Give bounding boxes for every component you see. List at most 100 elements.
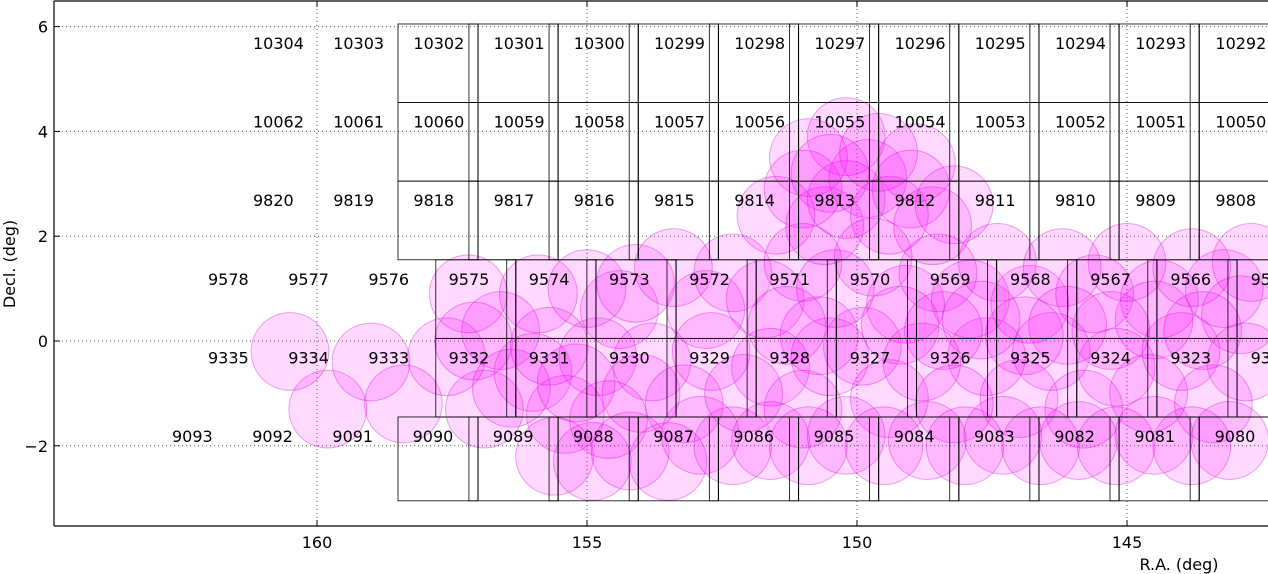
field-label: 9574 [529, 270, 570, 289]
pointing-circle [1174, 364, 1253, 444]
field-label: 9329 [689, 348, 730, 367]
pointing-circle [731, 401, 810, 480]
field-overlap-strip [1109, 23, 1120, 103]
pointing-circle [1114, 280, 1194, 360]
pointing-circle [785, 186, 864, 266]
field-overlap-strip [468, 102, 479, 182]
pointing-circle [558, 317, 638, 397]
pointing-circle [904, 291, 983, 370]
pointing-circle [526, 374, 605, 454]
pointing-circle [806, 160, 886, 239]
field-label: 9809 [1135, 191, 1176, 210]
pointing-circle [887, 401, 967, 480]
pointing-circle [499, 254, 578, 334]
field-label: 9080 [1215, 427, 1256, 446]
pointing-circle [1012, 312, 1091, 391]
pointing-circle [985, 296, 1064, 376]
pointing-circle [796, 249, 875, 328]
pointing-circle [914, 364, 994, 444]
field-overlap-strip [789, 23, 799, 103]
field-label: 9818 [413, 191, 454, 210]
field-overlap-strip [548, 102, 559, 182]
pointing-circle [1201, 275, 1268, 355]
pointing-circle [1184, 249, 1264, 328]
field-overlap-strip [1029, 23, 1040, 103]
field-overlap-strip [1109, 102, 1120, 182]
pointing-circle [493, 333, 573, 412]
pointing-circle [1109, 354, 1188, 433]
field-label: 9808 [1215, 191, 1256, 210]
pointing-circle [644, 364, 724, 444]
field-overlap-strip [628, 23, 639, 103]
pointing-circle [731, 327, 810, 407]
pointing-circle [931, 259, 1010, 339]
pointing-circle [472, 348, 551, 428]
pointing-circle [914, 165, 994, 245]
field-label: 9575 [449, 270, 490, 289]
field-label: 9324 [1090, 348, 1131, 367]
field-labels: 10304 10303 10302 10301 10300 10299 10298 10297… [172, 34, 1268, 446]
pointing-circle [963, 395, 1043, 475]
pointing-circle [882, 322, 962, 402]
field-label: 95 [1251, 270, 1268, 289]
field-label: 9810 [1055, 191, 1096, 210]
field-label: 10050 [1215, 113, 1266, 132]
field-label: 9568 [1010, 270, 1051, 289]
pointing-circle [509, 306, 589, 386]
pointing-circle [833, 217, 913, 297]
field-label: 9816 [574, 191, 615, 210]
pointing-circle [1076, 327, 1156, 407]
field-label: 10296 [895, 34, 946, 53]
x-tick-label: 150 [842, 533, 873, 552]
field-label: 9333 [368, 348, 409, 367]
pointing-circle [866, 264, 945, 344]
pointing-circle [1141, 312, 1221, 391]
field-label: 10294 [1055, 34, 1106, 53]
pointing-circle [790, 133, 870, 213]
field-label: 9084 [894, 427, 935, 446]
pointing-circle [1190, 401, 1268, 480]
field-label: 9081 [1134, 427, 1175, 446]
field-overlap-strip [628, 102, 639, 182]
field-label: 9573 [609, 270, 650, 289]
field-label: 9082 [1054, 427, 1095, 446]
pointing-circle [693, 406, 773, 486]
pointing-circle [288, 369, 368, 449]
pointing-circle [1055, 254, 1134, 334]
field-overlap-strip [548, 23, 559, 103]
pointing-circle [958, 223, 1037, 302]
field-box [1198, 416, 1268, 502]
pointing-circle [736, 175, 816, 255]
field-label: 9327 [850, 348, 891, 367]
field-overlap-strip [1189, 23, 1200, 103]
y-tick-label: −2 [24, 437, 48, 456]
y-tick-label: 6 [38, 18, 48, 37]
field-label: 9093 [172, 427, 213, 446]
field-label: 9566 [1170, 270, 1211, 289]
pointing-circle [806, 395, 886, 475]
field-label: 9819 [333, 191, 374, 210]
field-label: 10303 [333, 34, 384, 53]
pointing-circle [769, 406, 848, 486]
pointing-circle [553, 422, 632, 501]
field-label: 9817 [494, 191, 535, 210]
field-label: 10054 [895, 113, 946, 132]
field-label: 9330 [609, 348, 650, 367]
plot-frame [53, 0, 1268, 527]
pointing-circle [661, 395, 740, 475]
field-label: 9087 [653, 427, 694, 446]
pointing-circle [747, 285, 827, 365]
field-label: 93 [1251, 348, 1268, 367]
field-label: 10053 [975, 113, 1026, 132]
pointing-circle [925, 406, 1005, 486]
field-label: 9811 [975, 191, 1016, 210]
pointing-circle [1001, 406, 1080, 486]
field-label: 10300 [574, 34, 625, 53]
pointing-circle [1071, 291, 1151, 370]
field-label: 9813 [814, 191, 855, 210]
pointing-circle [979, 359, 1059, 439]
pointing-circle [590, 411, 670, 491]
pointing-circle [769, 118, 848, 197]
field-label: 10062 [253, 113, 304, 132]
field-label: 10051 [1135, 113, 1186, 132]
